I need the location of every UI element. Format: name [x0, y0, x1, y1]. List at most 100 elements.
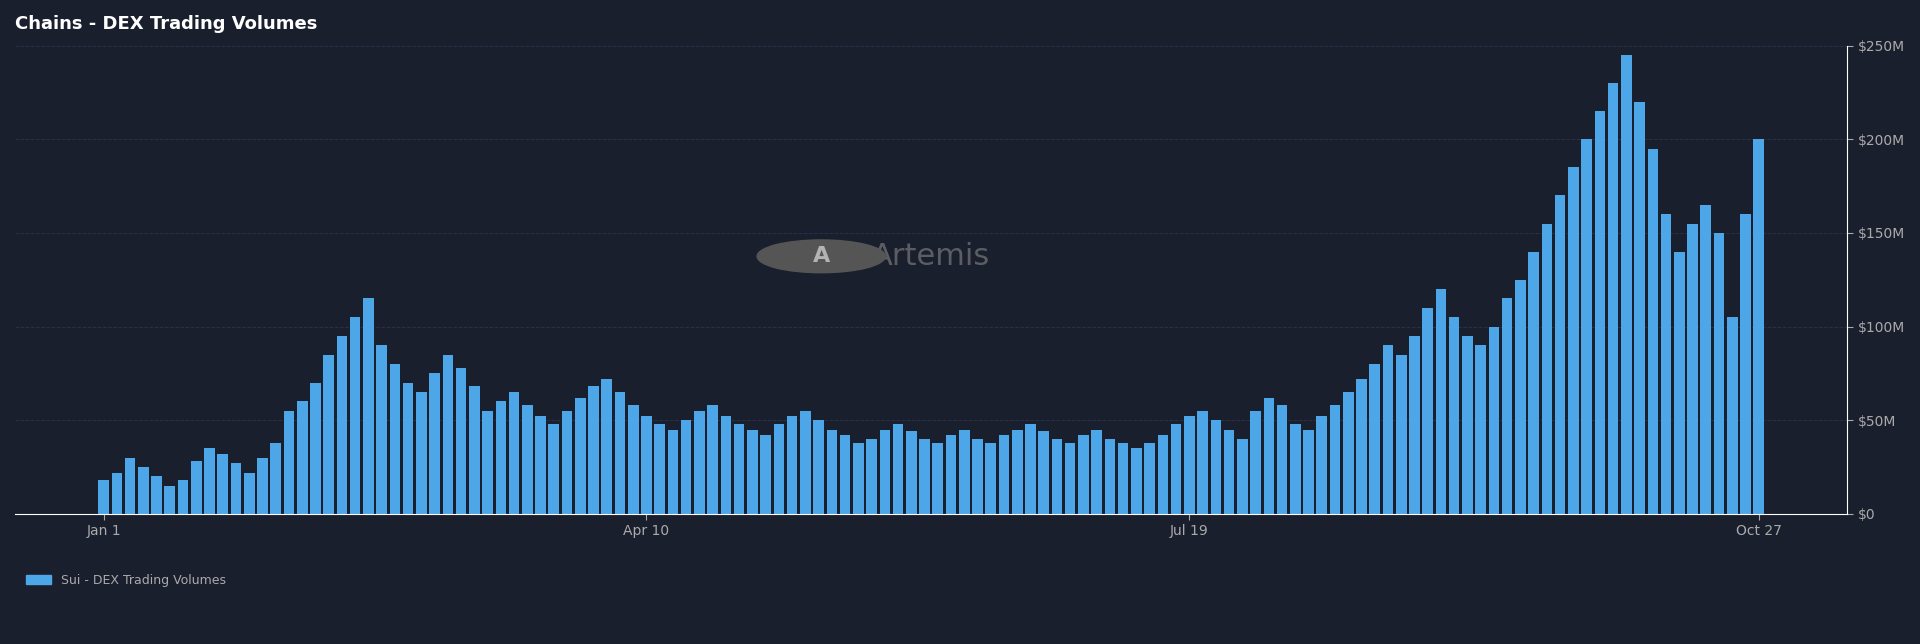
- Bar: [1079, 435, 1089, 514]
- Bar: [1607, 83, 1619, 514]
- Bar: [230, 463, 242, 514]
- Bar: [455, 368, 467, 514]
- Bar: [444, 355, 453, 514]
- Bar: [1542, 223, 1551, 514]
- Bar: [1488, 327, 1500, 514]
- Bar: [1277, 405, 1286, 514]
- Bar: [323, 355, 334, 514]
- Bar: [682, 420, 691, 514]
- Bar: [190, 461, 202, 514]
- Bar: [1715, 233, 1724, 514]
- Bar: [1555, 196, 1565, 514]
- Bar: [893, 424, 902, 514]
- Bar: [495, 401, 507, 514]
- Circle shape: [756, 240, 885, 272]
- Text: Chains - DEX Trading Volumes: Chains - DEX Trading Volumes: [15, 15, 317, 33]
- Bar: [349, 317, 361, 514]
- Bar: [1171, 424, 1181, 514]
- Bar: [695, 411, 705, 514]
- Bar: [1396, 355, 1407, 514]
- Bar: [1647, 149, 1659, 514]
- Bar: [801, 411, 810, 514]
- Bar: [707, 405, 718, 514]
- Bar: [1250, 411, 1261, 514]
- Bar: [1052, 439, 1062, 514]
- Bar: [1726, 317, 1738, 514]
- Bar: [1104, 439, 1116, 514]
- Bar: [958, 430, 970, 514]
- Bar: [1012, 430, 1023, 514]
- Bar: [336, 336, 348, 514]
- Bar: [1025, 424, 1035, 514]
- Bar: [879, 430, 891, 514]
- Bar: [1117, 442, 1129, 514]
- Bar: [165, 486, 175, 514]
- Bar: [271, 442, 280, 514]
- Bar: [549, 424, 559, 514]
- Bar: [1066, 442, 1075, 514]
- Bar: [1423, 308, 1432, 514]
- Bar: [601, 379, 612, 514]
- Bar: [125, 458, 136, 514]
- Bar: [468, 386, 480, 514]
- Bar: [1198, 411, 1208, 514]
- Bar: [509, 392, 520, 514]
- Bar: [1515, 279, 1526, 514]
- Bar: [720, 417, 732, 514]
- Bar: [1223, 430, 1235, 514]
- Bar: [906, 431, 916, 514]
- Bar: [1688, 223, 1697, 514]
- Bar: [1701, 205, 1711, 514]
- Bar: [152, 477, 161, 514]
- Bar: [111, 473, 123, 514]
- Bar: [814, 420, 824, 514]
- Bar: [1317, 417, 1327, 514]
- Bar: [1501, 298, 1513, 514]
- Bar: [1039, 431, 1048, 514]
- Bar: [747, 430, 758, 514]
- Bar: [1185, 417, 1194, 514]
- Bar: [1236, 439, 1248, 514]
- Bar: [1331, 405, 1340, 514]
- Bar: [1740, 214, 1751, 514]
- Text: A: A: [812, 246, 829, 267]
- Bar: [998, 435, 1010, 514]
- Bar: [1263, 398, 1275, 514]
- Bar: [1342, 392, 1354, 514]
- Bar: [733, 424, 745, 514]
- Bar: [390, 364, 399, 514]
- Bar: [947, 435, 956, 514]
- Bar: [668, 430, 678, 514]
- Bar: [217, 454, 228, 514]
- Bar: [1620, 55, 1632, 514]
- Bar: [1144, 442, 1156, 514]
- Bar: [866, 439, 877, 514]
- Bar: [1674, 252, 1684, 514]
- Bar: [1528, 252, 1540, 514]
- Bar: [985, 442, 996, 514]
- Bar: [1436, 289, 1446, 514]
- Bar: [363, 298, 374, 514]
- Bar: [1463, 336, 1473, 514]
- Bar: [628, 405, 639, 514]
- Bar: [1356, 379, 1367, 514]
- Bar: [614, 392, 626, 514]
- Bar: [179, 480, 188, 514]
- Bar: [298, 401, 307, 514]
- Bar: [311, 383, 321, 514]
- Bar: [1661, 214, 1670, 514]
- Bar: [1475, 345, 1486, 514]
- Bar: [430, 374, 440, 514]
- Bar: [1569, 167, 1578, 514]
- Bar: [760, 435, 772, 514]
- Bar: [839, 435, 851, 514]
- Bar: [1210, 420, 1221, 514]
- Bar: [244, 473, 255, 514]
- Bar: [1290, 424, 1300, 514]
- Bar: [774, 424, 783, 514]
- Bar: [641, 417, 651, 514]
- Bar: [1091, 430, 1102, 514]
- Bar: [1634, 102, 1645, 514]
- Bar: [1158, 435, 1167, 514]
- Bar: [98, 480, 109, 514]
